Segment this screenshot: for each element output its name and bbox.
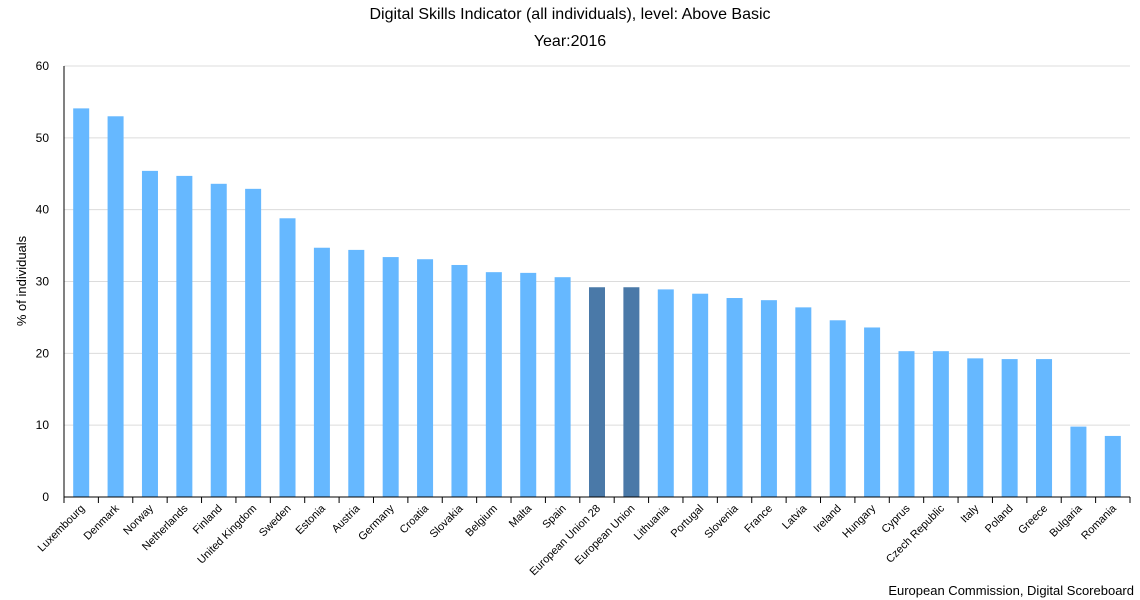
x-tick-label: Hungary: [840, 502, 878, 540]
x-tick-label: Croatia: [398, 502, 432, 536]
x-tick-label: European Union: [573, 503, 638, 568]
x-tick-label: Luxembourg: [36, 503, 88, 555]
bar: [864, 327, 881, 497]
x-tick-label: Lithuania: [632, 502, 673, 543]
x-tick-label: United Kingdom: [195, 503, 259, 567]
bars: [73, 108, 1121, 498]
bar: [589, 287, 605, 497]
bar: [176, 175, 193, 497]
x-tick-label: Slovenia: [702, 502, 741, 541]
bar: [554, 277, 571, 497]
bar: [245, 188, 262, 497]
x-tick-label: Latvia: [780, 502, 810, 532]
x-tick-label: Portugal: [669, 503, 706, 540]
bar: [348, 249, 365, 497]
x-tick-label: Cyprus: [879, 502, 912, 535]
x-tick-label: Austria: [330, 502, 363, 535]
bar: [932, 351, 949, 497]
y-tick-label: 0: [42, 490, 49, 504]
bar: [657, 289, 674, 497]
x-tick-label: Ireland: [812, 503, 844, 535]
bar: [73, 108, 90, 498]
x-tick-label: Italy: [959, 502, 982, 525]
x-tick-label: Slovakia: [428, 502, 467, 541]
bar: [485, 272, 502, 497]
bar: [382, 257, 399, 497]
bar: [795, 307, 812, 497]
bar: [898, 351, 915, 497]
chart-title: Digital Skills Indicator (all individual…: [369, 6, 771, 23]
x-tick-label: Poland: [983, 503, 1016, 536]
bar: [692, 293, 709, 497]
bar: [726, 298, 743, 497]
bar: [760, 300, 777, 497]
y-tick-label: 60: [36, 59, 50, 73]
y-axis-label: % of individuals: [14, 235, 29, 326]
bar: [829, 320, 846, 497]
bar: [520, 272, 537, 497]
bar: [1001, 359, 1018, 497]
x-tick-label: Malta: [507, 502, 535, 530]
x-tick-label: Sweden: [257, 503, 294, 540]
bar: [1104, 435, 1121, 497]
x-tick-label: Belgium: [463, 503, 500, 540]
bar: [313, 247, 330, 497]
source-credit: European Commission, Digital Scoreboard: [888, 583, 1134, 598]
bar: [1070, 426, 1087, 497]
bar: [141, 170, 158, 498]
x-tick-label: France: [742, 503, 775, 536]
bar: [451, 264, 468, 497]
x-tick-label: Czech Republic: [884, 502, 947, 565]
chart-subtitle: Year:2016: [533, 33, 607, 50]
y-axis-ticks: 0 10 20 30 40 50 60: [36, 59, 50, 504]
y-tick-label: 10: [36, 418, 50, 432]
x-tick-label: Germany: [356, 502, 397, 543]
y-tick-label: 20: [36, 346, 50, 360]
y-tick-label: 30: [36, 275, 50, 289]
bar: [107, 116, 124, 498]
bar: [279, 218, 296, 497]
bar: [417, 259, 434, 497]
bar: [210, 183, 227, 497]
y-tick-label: 50: [36, 131, 50, 145]
axis-lines: [63, 66, 1131, 503]
bar: [1036, 359, 1053, 497]
bar: [967, 358, 984, 497]
x-tick-label: Finland: [191, 503, 225, 537]
y-tick-label: 40: [36, 203, 50, 217]
x-tick-label: Denmark: [82, 502, 122, 542]
x-tick-label: Estonia: [294, 502, 329, 537]
x-tick-label: Greece: [1016, 503, 1050, 537]
x-tick-label: Romania: [1079, 502, 1119, 542]
x-tick-label: Spain: [540, 503, 568, 531]
bar: [623, 287, 640, 497]
